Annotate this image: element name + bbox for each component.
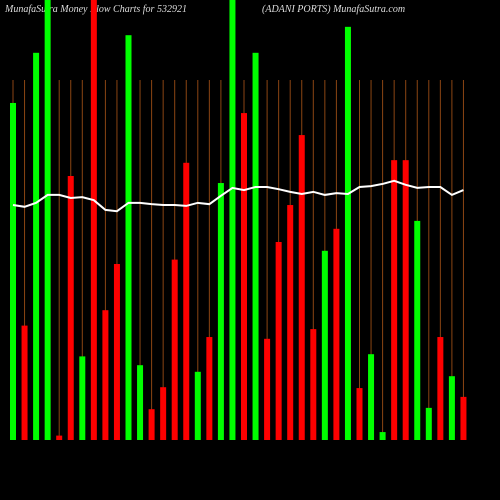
bar bbox=[183, 162, 190, 441]
bar bbox=[391, 160, 398, 440]
chart-subtitle: (ADANI PORTS) MunafaSutra.com bbox=[262, 4, 405, 15]
bar bbox=[56, 435, 63, 440]
bar bbox=[79, 356, 86, 440]
bar bbox=[356, 388, 363, 440]
bar bbox=[90, 0, 97, 440]
bar bbox=[10, 102, 16, 441]
bar bbox=[333, 228, 340, 440]
bar bbox=[448, 376, 455, 440]
bar bbox=[44, 0, 51, 440]
bar bbox=[229, 0, 236, 440]
bar bbox=[402, 160, 409, 440]
bar bbox=[437, 337, 444, 440]
bar bbox=[344, 26, 351, 441]
bar bbox=[275, 242, 282, 440]
bar bbox=[310, 329, 317, 440]
bar bbox=[171, 259, 178, 440]
bar bbox=[67, 176, 74, 440]
flow-line bbox=[12, 179, 464, 213]
bar bbox=[160, 387, 167, 440]
bar bbox=[298, 135, 305, 440]
bar bbox=[148, 409, 155, 440]
bar bbox=[33, 52, 40, 441]
bar bbox=[137, 365, 144, 440]
bar bbox=[425, 407, 432, 440]
bar bbox=[264, 338, 271, 440]
bar bbox=[241, 113, 247, 440]
bar bbox=[21, 325, 28, 440]
bar bbox=[206, 337, 213, 440]
bar bbox=[460, 396, 467, 440]
bar bbox=[113, 264, 120, 440]
bar bbox=[379, 432, 386, 440]
bar bbox=[368, 354, 375, 440]
bar bbox=[194, 371, 201, 440]
bar bbox=[125, 35, 132, 440]
bar bbox=[287, 205, 294, 440]
bar bbox=[321, 250, 328, 440]
bar bbox=[414, 220, 421, 440]
bar bbox=[102, 310, 109, 440]
bar bbox=[217, 183, 224, 441]
bar bbox=[252, 52, 259, 441]
